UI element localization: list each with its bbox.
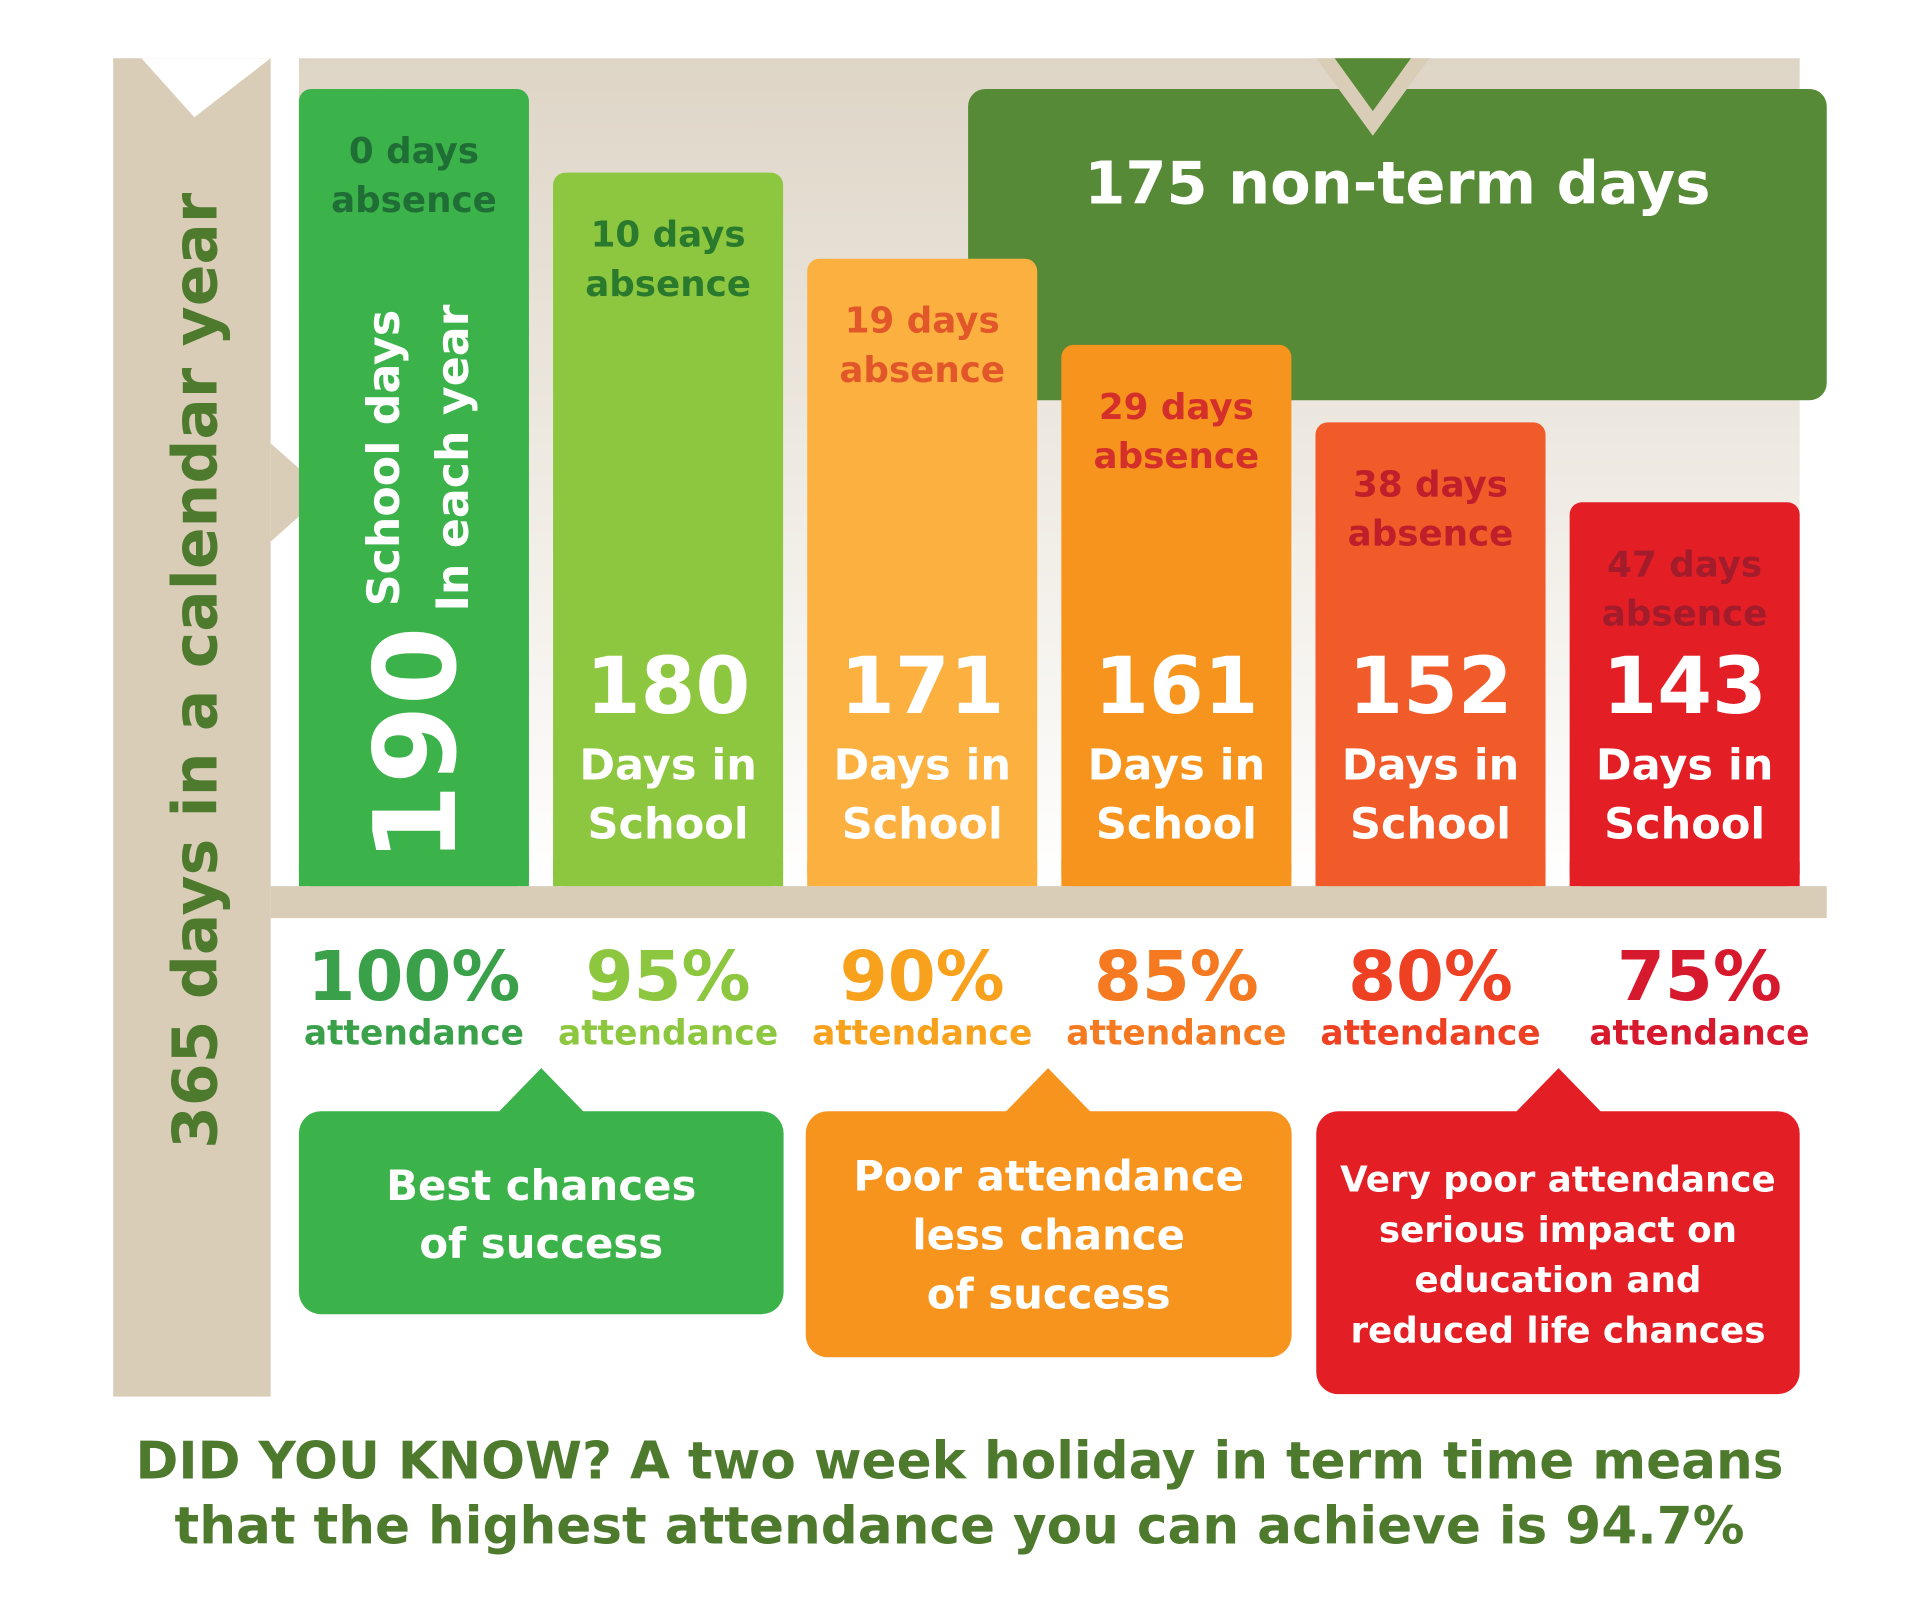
days-caption: School	[588, 800, 749, 850]
bar-base	[298, 861, 529, 887]
attendance-label: attendance	[558, 1013, 778, 1053]
bar-base	[1315, 861, 1546, 887]
note-pointer	[1514, 1068, 1603, 1114]
absence-label: absence	[839, 350, 1005, 391]
note-text: Very poor attendance	[1340, 1159, 1776, 1200]
absence-label: absence	[1348, 514, 1514, 555]
days-caption: School	[1350, 800, 1511, 850]
non-term-label: 175 non-term days	[1084, 149, 1710, 218]
absence-label: absence	[331, 180, 497, 221]
attendance-value: 80%	[1348, 937, 1513, 1017]
days-value: 171	[840, 640, 1004, 732]
side-notch	[141, 58, 271, 118]
days-value: 190	[350, 627, 482, 863]
days-caption: Days in	[579, 741, 757, 791]
bar	[1315, 422, 1546, 887]
note-box	[298, 1111, 784, 1315]
days-caption: Days in	[1342, 741, 1520, 791]
absence-label: 38 days	[1353, 464, 1508, 505]
note-text: Best chances	[386, 1161, 696, 1210]
days-caption: School	[1604, 800, 1765, 850]
absence-label: absence	[1094, 436, 1260, 477]
note-text: reduced life chances	[1350, 1311, 1765, 1352]
days-caption: In each year	[428, 304, 479, 611]
absence-label: 19 days	[845, 301, 1000, 342]
days-caption: Days in	[1088, 741, 1266, 791]
side-arrow	[270, 443, 326, 542]
side-label: 365 days in a calendar year	[159, 192, 231, 1149]
bar-base	[553, 861, 784, 887]
bar	[298, 88, 529, 887]
base-band	[270, 886, 1827, 919]
bar	[553, 172, 784, 887]
absence-label: 0 days	[349, 131, 479, 172]
note-text: serious impact on	[1379, 1210, 1737, 1251]
absence-label: 10 days	[591, 215, 746, 256]
note-text: of success	[419, 1219, 663, 1268]
note-box	[805, 1111, 1292, 1358]
attendance-value: 100%	[308, 937, 521, 1017]
days-caption: School days	[359, 310, 410, 606]
footer-text: DID YOU KNOW? A two week holiday in term…	[136, 1431, 1784, 1491]
note-text: of success	[927, 1269, 1171, 1318]
note-text: education and	[1415, 1260, 1702, 1301]
days-value: 152	[1348, 640, 1512, 732]
days-value: 143	[1602, 640, 1766, 732]
bar-base	[1061, 861, 1292, 887]
days-caption: Days in	[833, 741, 1011, 791]
note-text: Poor attendance	[853, 1151, 1244, 1200]
bar-base	[1569, 861, 1800, 887]
note-pointer	[1003, 1068, 1093, 1114]
absence-label: 29 days	[1099, 387, 1254, 428]
attendance-label: attendance	[1320, 1013, 1540, 1053]
note-text: less chance	[912, 1210, 1185, 1259]
absence-label: 47 days	[1607, 544, 1762, 585]
attendance-label: attendance	[1066, 1013, 1286, 1053]
attendance-label: attendance	[304, 1013, 524, 1053]
days-caption: School	[1096, 800, 1257, 850]
days-caption: School	[842, 800, 1003, 850]
attendance-value: 85%	[1094, 937, 1259, 1017]
days-caption: Days in	[1596, 741, 1774, 791]
attendance-value: 90%	[840, 937, 1005, 1017]
note-box	[1316, 1111, 1800, 1395]
bar	[1061, 344, 1292, 887]
non-term-box	[968, 88, 1827, 401]
attendance-value: 95%	[586, 937, 751, 1017]
bar	[1569, 502, 1800, 887]
absence-label: absence	[585, 264, 751, 305]
days-value: 161	[1094, 640, 1258, 732]
bar	[807, 258, 1038, 887]
attendance-value: 75%	[1617, 937, 1782, 1017]
bar-base	[807, 861, 1038, 887]
side-strip	[113, 58, 271, 1397]
absence-label: absence	[1602, 593, 1768, 634]
note-pointer	[496, 1068, 586, 1114]
attendance-label: attendance	[1589, 1013, 1809, 1053]
attendance-label: attendance	[812, 1013, 1032, 1053]
days-value: 180	[586, 640, 750, 732]
non-term-notch-inner	[1334, 58, 1411, 112]
footer-text: that the highest attendance you can achi…	[175, 1496, 1745, 1556]
